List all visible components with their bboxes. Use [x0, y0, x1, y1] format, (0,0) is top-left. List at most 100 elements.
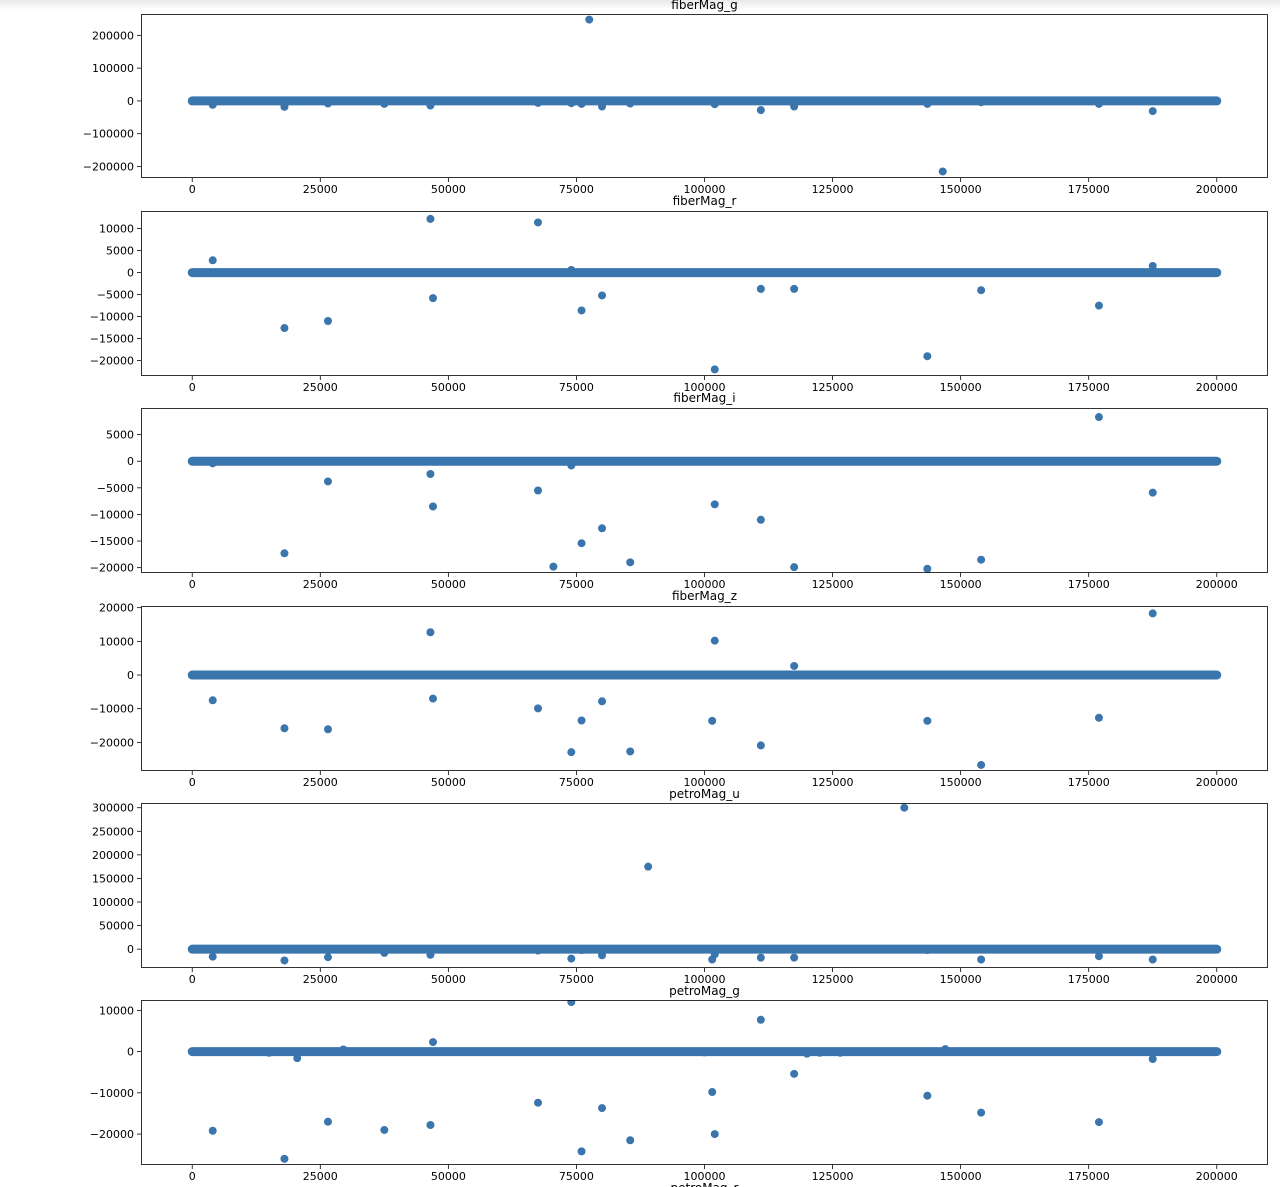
data-point	[756, 741, 765, 750]
data-point	[577, 716, 586, 725]
x-tick-label: 125000	[812, 183, 854, 196]
x-tick-label: 50000	[431, 973, 466, 986]
y-tick-label: −100000	[83, 128, 134, 141]
x-tick-label: 25000	[303, 578, 338, 591]
x-tick-label: 50000	[431, 578, 466, 591]
data-point	[923, 352, 932, 361]
data-point	[426, 214, 435, 223]
data-point	[1094, 301, 1103, 310]
data-point	[1148, 488, 1157, 497]
x-tick-label: 100000	[684, 578, 726, 591]
data-point	[1148, 609, 1157, 618]
data-point	[815, 1048, 824, 1057]
data-point	[710, 1130, 719, 1139]
data-point	[380, 1125, 389, 1134]
data-point	[756, 1015, 765, 1024]
x-tick-label: 0	[189, 578, 196, 591]
x-tick-label: 150000	[940, 381, 982, 394]
data-point	[1148, 955, 1157, 964]
y-tick-label: 50000	[99, 920, 134, 933]
data-point	[710, 636, 719, 645]
x-tick-label: 0	[189, 381, 196, 394]
y-tick-label: 100000	[92, 896, 134, 909]
axes-frame	[141, 211, 1268, 376]
data-point	[323, 725, 332, 734]
axes-frame	[141, 606, 1268, 771]
y-tick-label: 20000	[99, 602, 134, 615]
y-tick-label: 0	[127, 943, 134, 956]
data-point	[208, 696, 217, 705]
x-tick-label: 175000	[1068, 381, 1110, 394]
data-point	[756, 106, 765, 115]
x-tick-label: 175000	[1068, 578, 1110, 591]
data-point	[598, 102, 607, 111]
x-tick-label: 0	[189, 776, 196, 789]
data-point	[598, 291, 607, 300]
data-point	[790, 284, 799, 293]
y-tick-label: 10000	[99, 1004, 134, 1017]
data-point	[626, 1136, 635, 1145]
data-point	[1094, 99, 1103, 108]
data-point	[208, 100, 217, 109]
chart-title: fiberMag_i	[673, 391, 735, 405]
data-point	[756, 953, 765, 962]
x-tick-label: 200000	[1196, 381, 1238, 394]
x-tick-label: 25000	[303, 381, 338, 394]
y-tick-label: −200000	[83, 161, 134, 174]
y-tick-label: −10000	[90, 703, 134, 716]
data-point	[598, 1104, 607, 1113]
y-tick-label: 0	[127, 1046, 134, 1059]
data-point	[628, 945, 637, 954]
data-point	[923, 716, 932, 725]
y-tick-label: −10000	[90, 508, 134, 521]
data-point	[426, 628, 435, 637]
axes-frame	[141, 803, 1268, 968]
x-tick-label: 175000	[1068, 776, 1110, 789]
data-point	[802, 1049, 811, 1058]
y-tick-label: 250000	[92, 825, 134, 838]
x-tick-label: 150000	[940, 578, 982, 591]
data-point	[380, 99, 389, 108]
x-tick-label: 150000	[940, 183, 982, 196]
x-tick-label: 100000	[684, 776, 726, 789]
data-point	[323, 953, 332, 962]
data-point	[280, 102, 289, 111]
data-point	[710, 100, 719, 109]
data-point	[577, 1147, 586, 1156]
data-point	[923, 1091, 932, 1100]
y-tick-label: 0	[127, 455, 134, 468]
y-tick-label: −20000	[90, 1128, 134, 1141]
y-tick-label: 200000	[92, 29, 134, 42]
data-point	[567, 461, 576, 470]
y-tick-label: −15000	[90, 333, 134, 346]
data-point	[428, 502, 437, 511]
data-point	[426, 101, 435, 110]
data-point	[644, 862, 653, 871]
data-point	[293, 1054, 302, 1063]
data-point	[1094, 713, 1103, 722]
x-tick-label: 150000	[940, 973, 982, 986]
x-tick-label: 200000	[1196, 1170, 1238, 1183]
data-point	[1094, 413, 1103, 422]
x-tick-label: 50000	[431, 381, 466, 394]
y-tick-label: 100000	[92, 62, 134, 75]
y-tick-label: 5000	[106, 429, 134, 442]
y-tick-label: 0	[127, 95, 134, 108]
x-tick-label: 200000	[1196, 183, 1238, 196]
x-tick-label: 125000	[812, 776, 854, 789]
data-point	[710, 500, 719, 509]
data-point	[923, 99, 932, 108]
x-tick-label: 75000	[559, 776, 594, 789]
y-tick-label: −20000	[90, 355, 134, 368]
y-tick-label: −5000	[97, 289, 134, 302]
axes-frame	[141, 1000, 1268, 1165]
y-tick-label: 0	[127, 669, 134, 682]
data-point	[977, 98, 986, 107]
data-point	[280, 724, 289, 733]
x-tick-label: 25000	[303, 1170, 338, 1183]
data-point	[323, 477, 332, 486]
x-tick-label: 0	[189, 1170, 196, 1183]
chart-title: fiberMag_g	[671, 0, 737, 12]
y-tick-label: 150000	[92, 872, 134, 885]
